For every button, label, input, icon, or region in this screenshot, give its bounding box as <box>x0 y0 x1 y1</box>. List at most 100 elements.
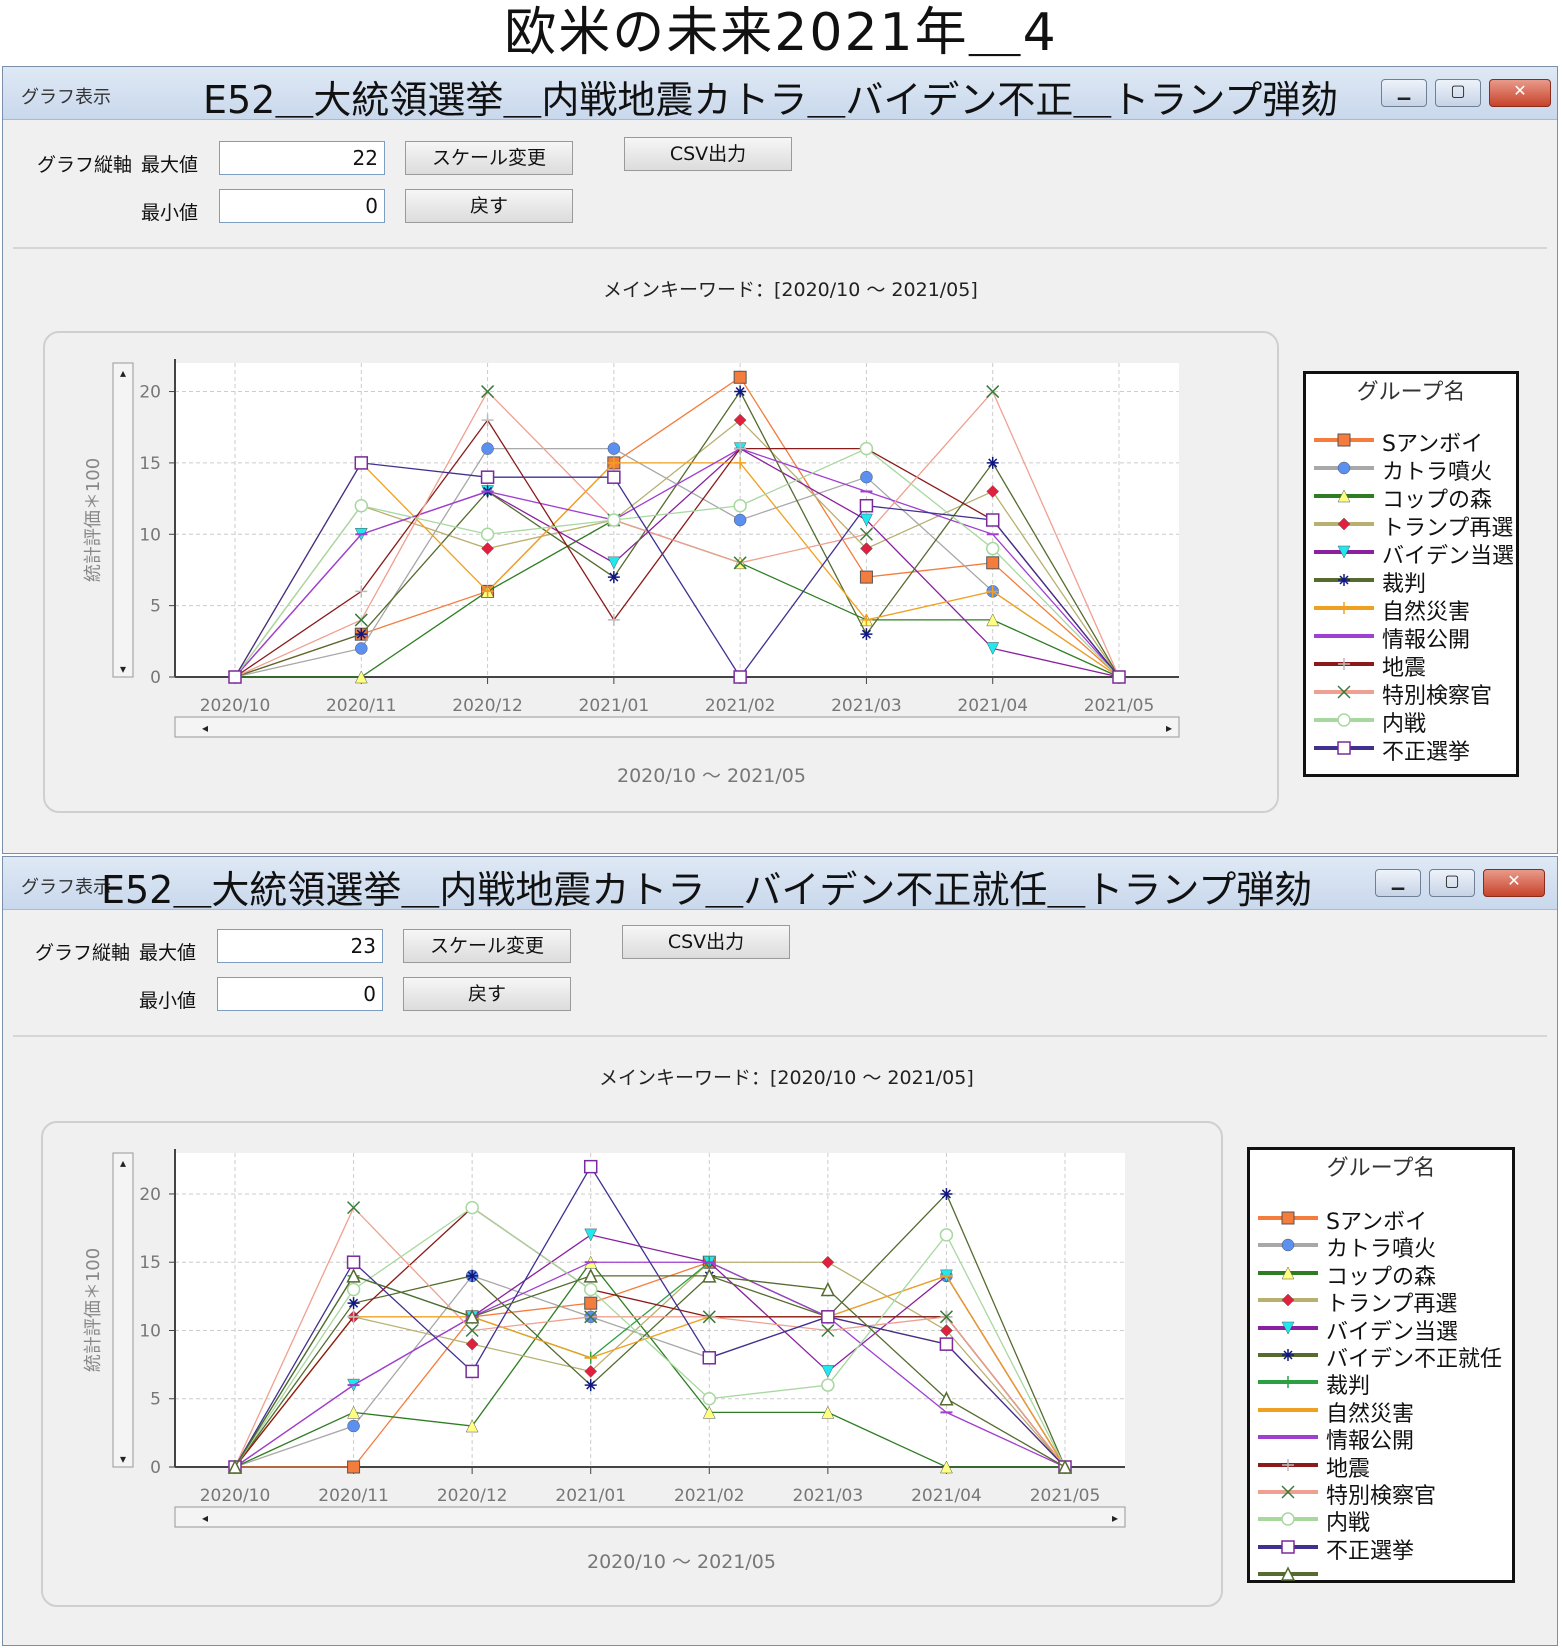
minimize-button[interactable]: ▁ <box>1381 79 1427 107</box>
legend-marker <box>1337 713 1351 727</box>
legend-marker <box>1337 741 1351 755</box>
data-point <box>584 1379 597 1392</box>
legend-item: バイデン当選 <box>1250 1314 1512 1345</box>
series-line <box>234 1275 1066 1468</box>
data-point <box>821 1323 835 1338</box>
minimize-icon: ▁ <box>1391 871 1405 890</box>
data-point <box>821 1365 835 1378</box>
panel-divider <box>13 247 1547 249</box>
min-value-input[interactable]: 0 <box>219 189 385 223</box>
data-point <box>940 1460 953 1474</box>
maximize-button[interactable]: ▢ <box>1429 869 1475 897</box>
close-icon: ✕ <box>1513 81 1527 100</box>
window-app-label: グラフ表示 <box>21 877 111 898</box>
line-chart: 0 5 10 15 20 2020/10 2020/11 2020/12 2021/01 2021… <box>83 1149 1126 1528</box>
close-button[interactable]: ✕ <box>1483 869 1545 897</box>
reset-button[interactable]: 戻す <box>403 977 571 1011</box>
min-value-input[interactable]: 0 <box>217 977 383 1011</box>
legend-item: コップの森 <box>1250 1259 1512 1290</box>
data-point <box>584 1228 598 1242</box>
legend-swatch <box>1314 461 1374 475</box>
scroll-up-icon[interactable]: ▴ <box>120 1156 126 1170</box>
x-scrollbar[interactable] <box>174 1506 1126 1528</box>
line-chart: 0 5 10 15 20 2020/10 2020/11 2020/12 2021/01 2021… <box>83 359 1180 738</box>
legend-label: カトラ噴火 <box>1326 1237 1437 1263</box>
scroll-up-icon[interactable]: ▴ <box>120 366 126 380</box>
data-point <box>481 585 494 598</box>
legend-swatch <box>1314 685 1374 699</box>
data-point <box>1112 670 1126 684</box>
legend-item: カトラ噴火 <box>1306 454 1516 485</box>
window-titlebar[interactable]: グラフ表示 E52＿大統領選挙＿内戦地震カトラ＿バイデン不正＿トランプ弾劾 ▁ … <box>3 67 1557 122</box>
minimize-button[interactable]: ▁ <box>1375 869 1421 897</box>
data-point <box>347 1310 360 1323</box>
data-point <box>347 1460 361 1474</box>
x-scrollbar[interactable] <box>174 716 1180 738</box>
y-tick-label: 0 <box>150 668 161 688</box>
data-point <box>702 1405 716 1419</box>
data-point <box>986 613 1000 627</box>
legend-marker <box>1337 685 1351 699</box>
scroll-left-icon[interactable]: ◂ <box>202 721 208 735</box>
close-button[interactable]: ✕ <box>1489 79 1551 107</box>
series-line <box>234 447 1120 678</box>
series-line <box>234 390 1120 678</box>
scroll-down-icon[interactable]: ▾ <box>120 1452 126 1466</box>
scroll-left-icon[interactable]: ◂ <box>202 1511 208 1525</box>
series-line <box>234 462 1120 679</box>
legend-item: トランプ再選 <box>1250 1286 1512 1317</box>
data-point <box>466 1269 479 1282</box>
data-point <box>986 385 1000 399</box>
data-point <box>939 1337 954 1351</box>
series-13 <box>228 1159 1072 1474</box>
series-line <box>234 447 1120 678</box>
window-titlebar[interactable]: グラフ表示 E52＿大統領選挙＿内戦地震カトラ＿バイデン不正就任＿トランプ弾劾 … <box>3 857 1557 912</box>
legend-label: 内戦 <box>1326 1511 1371 1537</box>
legend-label: トランプ再選 <box>1326 1292 1458 1318</box>
legend-label: 不正選挙 <box>1326 1538 1415 1564</box>
data-point <box>480 527 495 542</box>
x-tick-label: 2021/01 <box>579 696 650 716</box>
max-value-input[interactable]: 22 <box>219 141 385 175</box>
legend-title: グループ名 <box>1356 380 1466 405</box>
y-tick-label: 20 <box>139 1185 161 1205</box>
scroll-down-icon[interactable]: ▾ <box>120 662 126 676</box>
data-point <box>859 570 873 584</box>
legend-swatch <box>1258 1485 1318 1499</box>
legend-swatch <box>1258 1239 1318 1252</box>
y-scrollbar[interactable] <box>112 362 134 678</box>
legend-item: 地震 <box>1250 1451 1512 1482</box>
y-scrollbar[interactable] <box>112 1152 134 1468</box>
data-point <box>481 442 494 455</box>
data-point <box>355 642 368 655</box>
window-app-label: グラフ表示 <box>21 87 111 108</box>
csv-export-button[interactable]: CSV出力 <box>622 925 790 959</box>
scroll-right-icon[interactable]: ▸ <box>1112 1511 1118 1525</box>
maximize-button[interactable]: ▢ <box>1435 79 1481 107</box>
data-point <box>347 1297 360 1310</box>
data-point <box>583 1268 598 1283</box>
x-tick-label: 2021/04 <box>911 1486 982 1506</box>
data-point <box>939 1391 954 1406</box>
data-point <box>702 1268 717 1283</box>
scroll-right-icon[interactable]: ▸ <box>1166 721 1172 735</box>
data-point <box>481 542 494 555</box>
data-point <box>354 456 369 470</box>
data-point <box>465 1364 479 1379</box>
legend-item: 特別検察官 <box>1306 678 1516 709</box>
legend-swatch <box>1314 713 1374 727</box>
legend-marker <box>1337 433 1351 447</box>
legend-swatch <box>1314 433 1374 447</box>
reset-button[interactable]: 戻す <box>405 189 573 223</box>
csv-export-button[interactable]: CSV出力 <box>624 137 792 171</box>
data-point <box>986 585 999 598</box>
data-point <box>607 613 620 626</box>
series-line <box>234 1275 1066 1468</box>
scale-change-button[interactable]: スケール変更 <box>405 141 573 175</box>
x-tick-label: 2020/10 <box>200 696 271 716</box>
scale-change-button[interactable]: スケール変更 <box>403 929 571 963</box>
data-point <box>583 1282 598 1297</box>
legend-marker <box>1281 1485 1295 1499</box>
max-value-input[interactable]: 23 <box>217 929 383 963</box>
data-point <box>607 456 620 469</box>
